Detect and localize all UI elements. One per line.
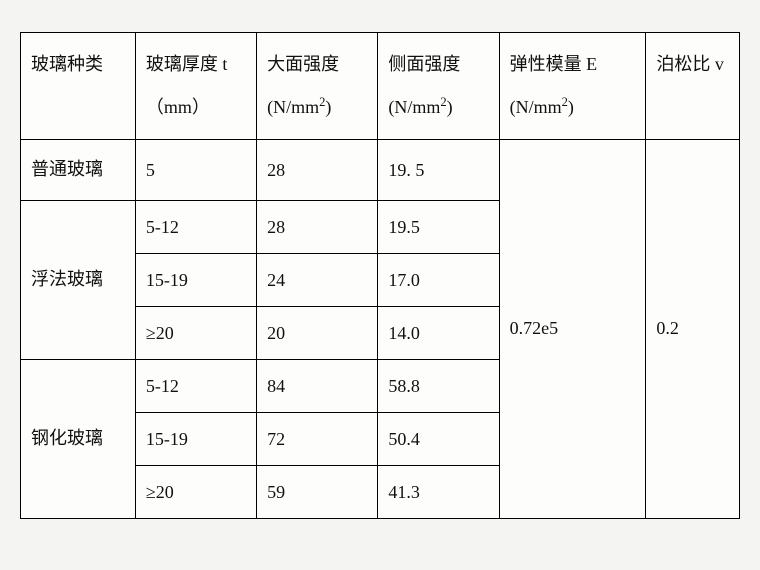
col-poisson: 泊松比 v <box>646 33 740 140</box>
glass-properties-table: 玻璃种类 玻璃厚度 t （mm） 大面强度 (N/mm2) 侧面强度 (N/mm… <box>20 32 740 519</box>
cell-glass-type: 浮法玻璃 <box>21 200 136 359</box>
table-body: 普通玻璃52819. 50.72e50.2浮法玻璃5-122819.515-19… <box>21 140 740 519</box>
cell-poisson: 0.2 <box>646 140 740 519</box>
cell-thickness: ≥20 <box>135 306 256 359</box>
cell-glass-type: 普通玻璃 <box>21 140 136 201</box>
col-side-strength: 侧面强度 (N/mm2) <box>378 33 499 140</box>
cell-side-strength: 50.4 <box>378 412 499 465</box>
cell-side-strength: 19. 5 <box>378 140 499 201</box>
cell-side-strength: 14.0 <box>378 306 499 359</box>
cell-side-strength: 19.5 <box>378 200 499 253</box>
cell-elastic-modulus: 0.72e5 <box>499 140 646 519</box>
cell-large-strength: 28 <box>257 140 378 201</box>
cell-side-strength: 17.0 <box>378 253 499 306</box>
glass-properties-table-wrap: 玻璃种类 玻璃厚度 t （mm） 大面强度 (N/mm2) 侧面强度 (N/mm… <box>20 32 740 519</box>
cell-side-strength: 58.8 <box>378 359 499 412</box>
cell-thickness: ≥20 <box>135 465 256 518</box>
cell-thickness: 5 <box>135 140 256 201</box>
col-elastic-modulus: 弹性模量 E (N/mm2) <box>499 33 646 140</box>
cell-glass-type: 钢化玻璃 <box>21 359 136 518</box>
cell-large-strength: 59 <box>257 465 378 518</box>
cell-large-strength: 72 <box>257 412 378 465</box>
cell-large-strength: 28 <box>257 200 378 253</box>
cell-thickness: 5-12 <box>135 359 256 412</box>
cell-thickness: 15-19 <box>135 412 256 465</box>
cell-side-strength: 41.3 <box>378 465 499 518</box>
col-large-strength: 大面强度 (N/mm2) <box>257 33 378 140</box>
table-header-row: 玻璃种类 玻璃厚度 t （mm） 大面强度 (N/mm2) 侧面强度 (N/mm… <box>21 33 740 140</box>
cell-thickness: 5-12 <box>135 200 256 253</box>
col-glass-type: 玻璃种类 <box>21 33 136 140</box>
cell-large-strength: 84 <box>257 359 378 412</box>
table-row: 普通玻璃52819. 50.72e50.2 <box>21 140 740 201</box>
col-thickness: 玻璃厚度 t （mm） <box>135 33 256 140</box>
cell-large-strength: 24 <box>257 253 378 306</box>
cell-large-strength: 20 <box>257 306 378 359</box>
cell-thickness: 15-19 <box>135 253 256 306</box>
